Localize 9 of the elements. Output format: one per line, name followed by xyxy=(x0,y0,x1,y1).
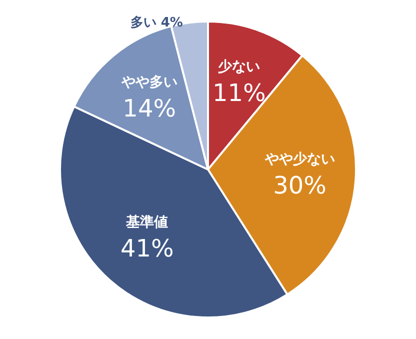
data-label: 14% xyxy=(122,94,176,123)
slice-label: やや少ない xyxy=(264,151,335,168)
slice-label: 基準値 xyxy=(125,214,168,231)
slice-label: 多い 4% xyxy=(130,16,183,31)
data-label: 30% xyxy=(273,171,326,200)
data-label: 11% xyxy=(212,78,266,107)
slice-label: 少ない xyxy=(218,58,260,75)
data-label: 41% xyxy=(120,234,174,263)
slice-label: やや多い xyxy=(120,74,178,91)
